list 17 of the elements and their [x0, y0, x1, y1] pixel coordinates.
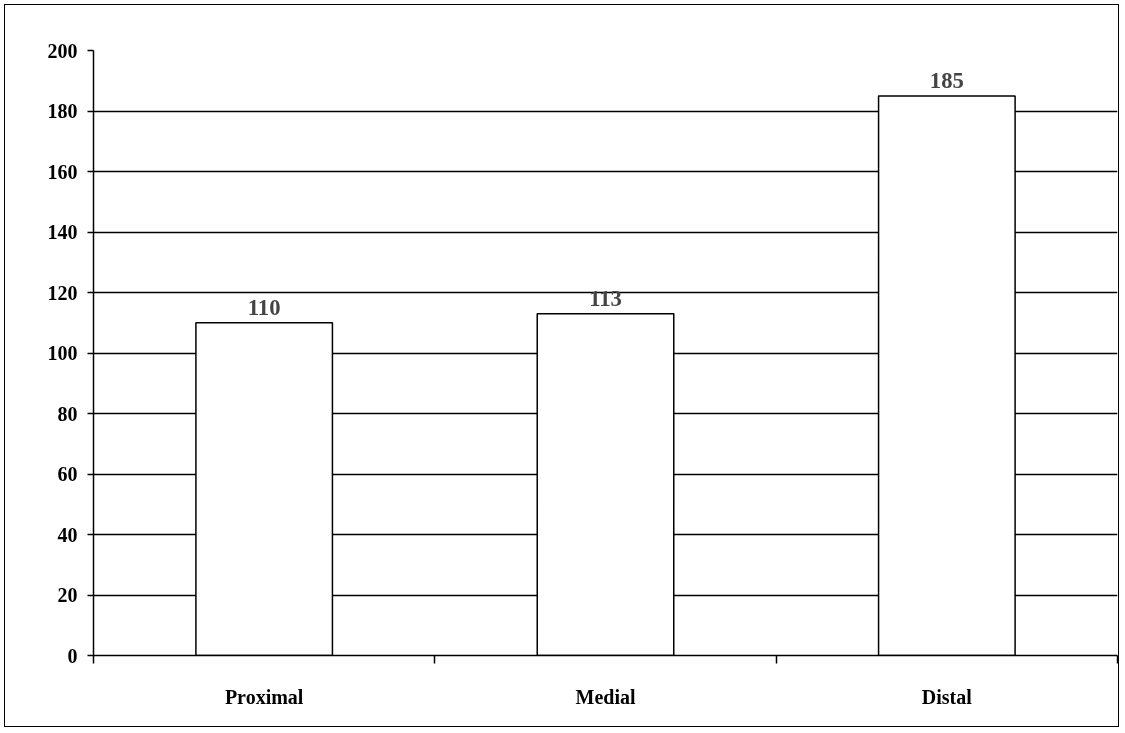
y-tick-label: 120: [47, 281, 78, 304]
y-tick-label: 40: [57, 523, 78, 546]
y-tick-label: 200: [47, 39, 78, 62]
y-tick-label: 20: [57, 584, 78, 606]
y-tick-label: 180: [47, 100, 78, 122]
y-tick-label: 80: [57, 402, 78, 425]
x-tick-label: Medial: [575, 685, 636, 708]
data-label: 110: [247, 294, 281, 320]
y-tick-label: 100: [47, 342, 78, 364]
x-tick-label: Proximal: [224, 685, 304, 708]
y-tick-label: 60: [57, 463, 78, 485]
data-label: 185: [929, 67, 964, 93]
x-tick-label: Distal: [921, 685, 973, 708]
y-tick-label: 160: [47, 160, 78, 183]
y-tick-label: 140: [47, 221, 78, 243]
y-tick-label: 0: [67, 644, 78, 667]
data-label: 113: [589, 285, 622, 311]
